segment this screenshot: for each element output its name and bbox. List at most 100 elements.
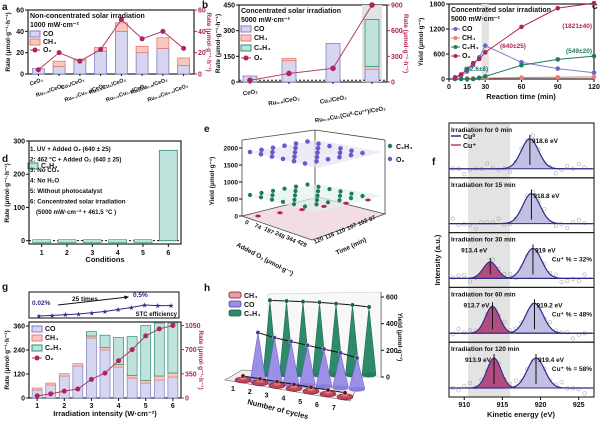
legend-c2h4-label: C₂H₄ bbox=[45, 345, 62, 352]
o2-point bbox=[88, 376, 94, 382]
subplot-title: Irradiation for 0 min bbox=[451, 127, 512, 134]
y-tick-label: 0 bbox=[21, 396, 25, 403]
o2-point bbox=[269, 154, 275, 159]
o2-legend-marker bbox=[32, 47, 38, 53]
x-tick-label: CeO₂ bbox=[29, 77, 44, 88]
o2-line bbox=[249, 4, 373, 81]
o2-point bbox=[129, 347, 135, 353]
legend-co-label: CO bbox=[43, 31, 54, 38]
cuplus-peak-fill bbox=[449, 306, 593, 334]
c2h4-point bbox=[291, 202, 297, 207]
ch4-marker bbox=[325, 387, 331, 393]
bar-ch4 bbox=[167, 372, 179, 378]
inset-annotation: 25 times bbox=[72, 296, 98, 303]
legend-ch4-label: CH₄ bbox=[45, 335, 58, 342]
c2h4-marker bbox=[350, 302, 355, 308]
c2h4-point bbox=[280, 199, 286, 204]
bar-c2h4 bbox=[364, 19, 380, 68]
o2-point bbox=[75, 386, 81, 392]
stc-star-marker: ★ bbox=[168, 302, 174, 310]
x-tick-label: 30 bbox=[481, 84, 489, 91]
floor-marker bbox=[277, 211, 283, 215]
chart-title: Concentrated solar irradiation bbox=[451, 7, 551, 14]
plot-frame bbox=[238, 4, 388, 83]
bar-ch4 bbox=[58, 373, 70, 377]
x-tick-label: 2 bbox=[248, 389, 252, 396]
data-point bbox=[462, 172, 467, 177]
subplot-title: Irradiation for 60 min bbox=[451, 291, 516, 298]
data-point bbox=[496, 216, 501, 221]
cuplus-peak-label: 913.9 eV bbox=[465, 357, 492, 364]
y-axis-label: Rate (μmol·g⁻¹·h⁻¹) bbox=[5, 12, 12, 71]
y-tick-label: 400 bbox=[386, 321, 398, 328]
bar-co bbox=[94, 51, 108, 75]
y-tick-label: 1050 bbox=[185, 323, 201, 330]
x-tick-label: 429 bbox=[296, 239, 308, 249]
o2-point bbox=[458, 72, 464, 77]
o2-point bbox=[470, 60, 476, 66]
stc-start-label: 0.02% bbox=[32, 300, 51, 307]
y-tick-label: 107 bbox=[346, 222, 358, 232]
data-point bbox=[559, 280, 564, 285]
o2-point bbox=[482, 50, 488, 55]
o2-point bbox=[591, 0, 597, 6]
data-point bbox=[496, 167, 501, 172]
y-tick-label: 900 bbox=[391, 3, 403, 10]
x-axis-label: Reaction time (min) bbox=[486, 92, 556, 101]
y-axis-label: Yield (μmol·g⁻¹) bbox=[396, 313, 403, 362]
x-tick-label: 3 bbox=[89, 403, 93, 410]
x-tick-label: 925 bbox=[573, 402, 585, 409]
cu0-peak-fill bbox=[449, 248, 593, 279]
c2h4-point bbox=[458, 76, 464, 82]
data-point bbox=[582, 220, 587, 225]
legend-c2h4-swatch bbox=[31, 344, 43, 352]
c2h4-marker bbox=[317, 299, 322, 305]
stc-star-marker: ★ bbox=[102, 308, 108, 316]
y-tick-label: 240 bbox=[13, 348, 25, 355]
data-point bbox=[565, 330, 570, 335]
annotation: (549±20) bbox=[566, 48, 592, 55]
y-tick-label: 0 bbox=[231, 80, 235, 87]
c2h4-point bbox=[269, 197, 275, 202]
y-tick-label: 97 bbox=[368, 215, 377, 224]
bar-ch4 bbox=[126, 375, 138, 379]
c2h4-cone-base bbox=[362, 372, 376, 378]
data-point bbox=[576, 218, 581, 223]
bar-co bbox=[86, 337, 97, 399]
cuplus-peak-fill bbox=[449, 261, 593, 279]
y-tick-label: 0 bbox=[391, 80, 395, 87]
chart-subtitle: 5000 mW·cm⁻² bbox=[451, 16, 500, 23]
plot-frame bbox=[27, 9, 195, 75]
cuplus-percent: Cu⁺ % = 58% bbox=[552, 366, 592, 373]
x-tick-label: 60 bbox=[518, 84, 526, 91]
legend-c2h4-label: C₂H₄ bbox=[396, 144, 413, 151]
y-tick-label: 102 bbox=[357, 218, 369, 228]
c2h4-point bbox=[470, 76, 476, 82]
x-axis-label: Conditions bbox=[85, 255, 124, 264]
o2-point bbox=[519, 24, 524, 30]
o2-point bbox=[280, 156, 286, 162]
ch4-marker bbox=[274, 379, 280, 384]
o2-point bbox=[555, 5, 561, 11]
data-point bbox=[570, 336, 576, 341]
c2h4-marker bbox=[300, 299, 306, 305]
o2-point bbox=[48, 391, 54, 397]
x-axis-label: Added O₂ (μmol·g⁻¹) bbox=[235, 242, 294, 278]
bar-co bbox=[52, 66, 66, 75]
data-point bbox=[450, 216, 455, 221]
cu0-peak-label: 919 eV bbox=[535, 248, 556, 255]
z-tick-label: 1000 bbox=[224, 180, 239, 187]
subplot-frame bbox=[448, 341, 595, 398]
cu0-peak-fill bbox=[449, 303, 593, 334]
data-point bbox=[582, 272, 587, 277]
c2h4-point bbox=[258, 195, 264, 200]
y2-axis-label: Rate (μmol·g⁻¹·h⁻¹) bbox=[205, 12, 212, 71]
c2h4-point bbox=[292, 193, 298, 198]
plot-frame bbox=[28, 140, 182, 245]
spectrum-subplot: 918.8 eV Irradiation for 15 min bbox=[448, 177, 595, 234]
c2h4-point bbox=[327, 187, 332, 192]
data-point bbox=[565, 278, 570, 284]
bar-c2h4 bbox=[57, 239, 77, 243]
c2h4-marker bbox=[366, 304, 372, 310]
